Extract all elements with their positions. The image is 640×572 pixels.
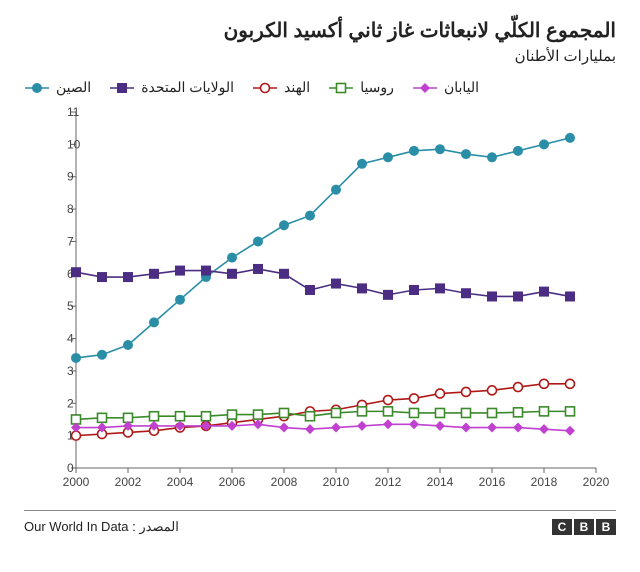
legend-label-japan: اليابان: [444, 79, 479, 96]
svg-text:2012: 2012: [375, 475, 402, 489]
svg-text:2000: 2000: [63, 475, 90, 489]
svg-text:8: 8: [67, 202, 74, 216]
svg-text:2016: 2016: [479, 475, 506, 489]
bbc-logo: B B C: [552, 519, 616, 535]
footer: المصدر : Our World In Data B B C: [24, 510, 616, 535]
legend-item-india: الهند: [252, 79, 310, 96]
svg-text:4: 4: [67, 332, 74, 346]
bbc-block: B: [596, 519, 616, 535]
bbc-block: C: [552, 519, 572, 535]
chart-title: المجموع الكلّي لانبعاثات غاز ثاني أكسيد …: [24, 18, 616, 43]
legend: الصين الولايات المتحدة الهند روسيا اليابان: [24, 79, 616, 96]
legend-label-us: الولايات المتحدة: [141, 79, 234, 96]
svg-text:3: 3: [67, 364, 74, 378]
svg-text:2002: 2002: [115, 475, 142, 489]
svg-text:7: 7: [67, 234, 74, 248]
legend-item-japan: اليابان: [412, 79, 479, 96]
legend-marker-india: [252, 81, 278, 95]
chart-area: 0123456789101120002002200420062008201020…: [24, 104, 616, 504]
legend-label-russia: روسيا: [360, 79, 394, 96]
legend-label-china: الصين: [56, 79, 91, 96]
svg-text:2010: 2010: [323, 475, 350, 489]
svg-text:11: 11: [67, 105, 80, 119]
svg-text:5: 5: [67, 299, 74, 313]
svg-text:2008: 2008: [271, 475, 298, 489]
svg-text:2014: 2014: [427, 475, 454, 489]
svg-text:0: 0: [67, 461, 74, 475]
chart-subtitle: بمليارات الأطنان: [24, 47, 616, 65]
svg-text:10: 10: [67, 137, 81, 151]
source-label: المصدر : Our World In Data: [24, 519, 179, 535]
svg-text:2004: 2004: [167, 475, 194, 489]
legend-marker-china: [24, 81, 50, 95]
legend-marker-japan: [412, 81, 438, 95]
chart-svg: 0123456789101120002002200420062008201020…: [24, 104, 616, 504]
legend-marker-us: [109, 81, 135, 95]
bbc-block: B: [574, 519, 594, 535]
legend-item-russia: روسيا: [328, 79, 394, 96]
svg-text:2: 2: [67, 396, 74, 410]
svg-text:9: 9: [67, 170, 74, 184]
legend-item-us: الولايات المتحدة: [109, 79, 234, 96]
svg-text:2020: 2020: [583, 475, 610, 489]
legend-marker-russia: [328, 81, 354, 95]
legend-label-india: الهند: [284, 79, 310, 96]
svg-text:2018: 2018: [531, 475, 558, 489]
legend-item-china: الصين: [24, 79, 91, 96]
svg-text:2006: 2006: [219, 475, 246, 489]
